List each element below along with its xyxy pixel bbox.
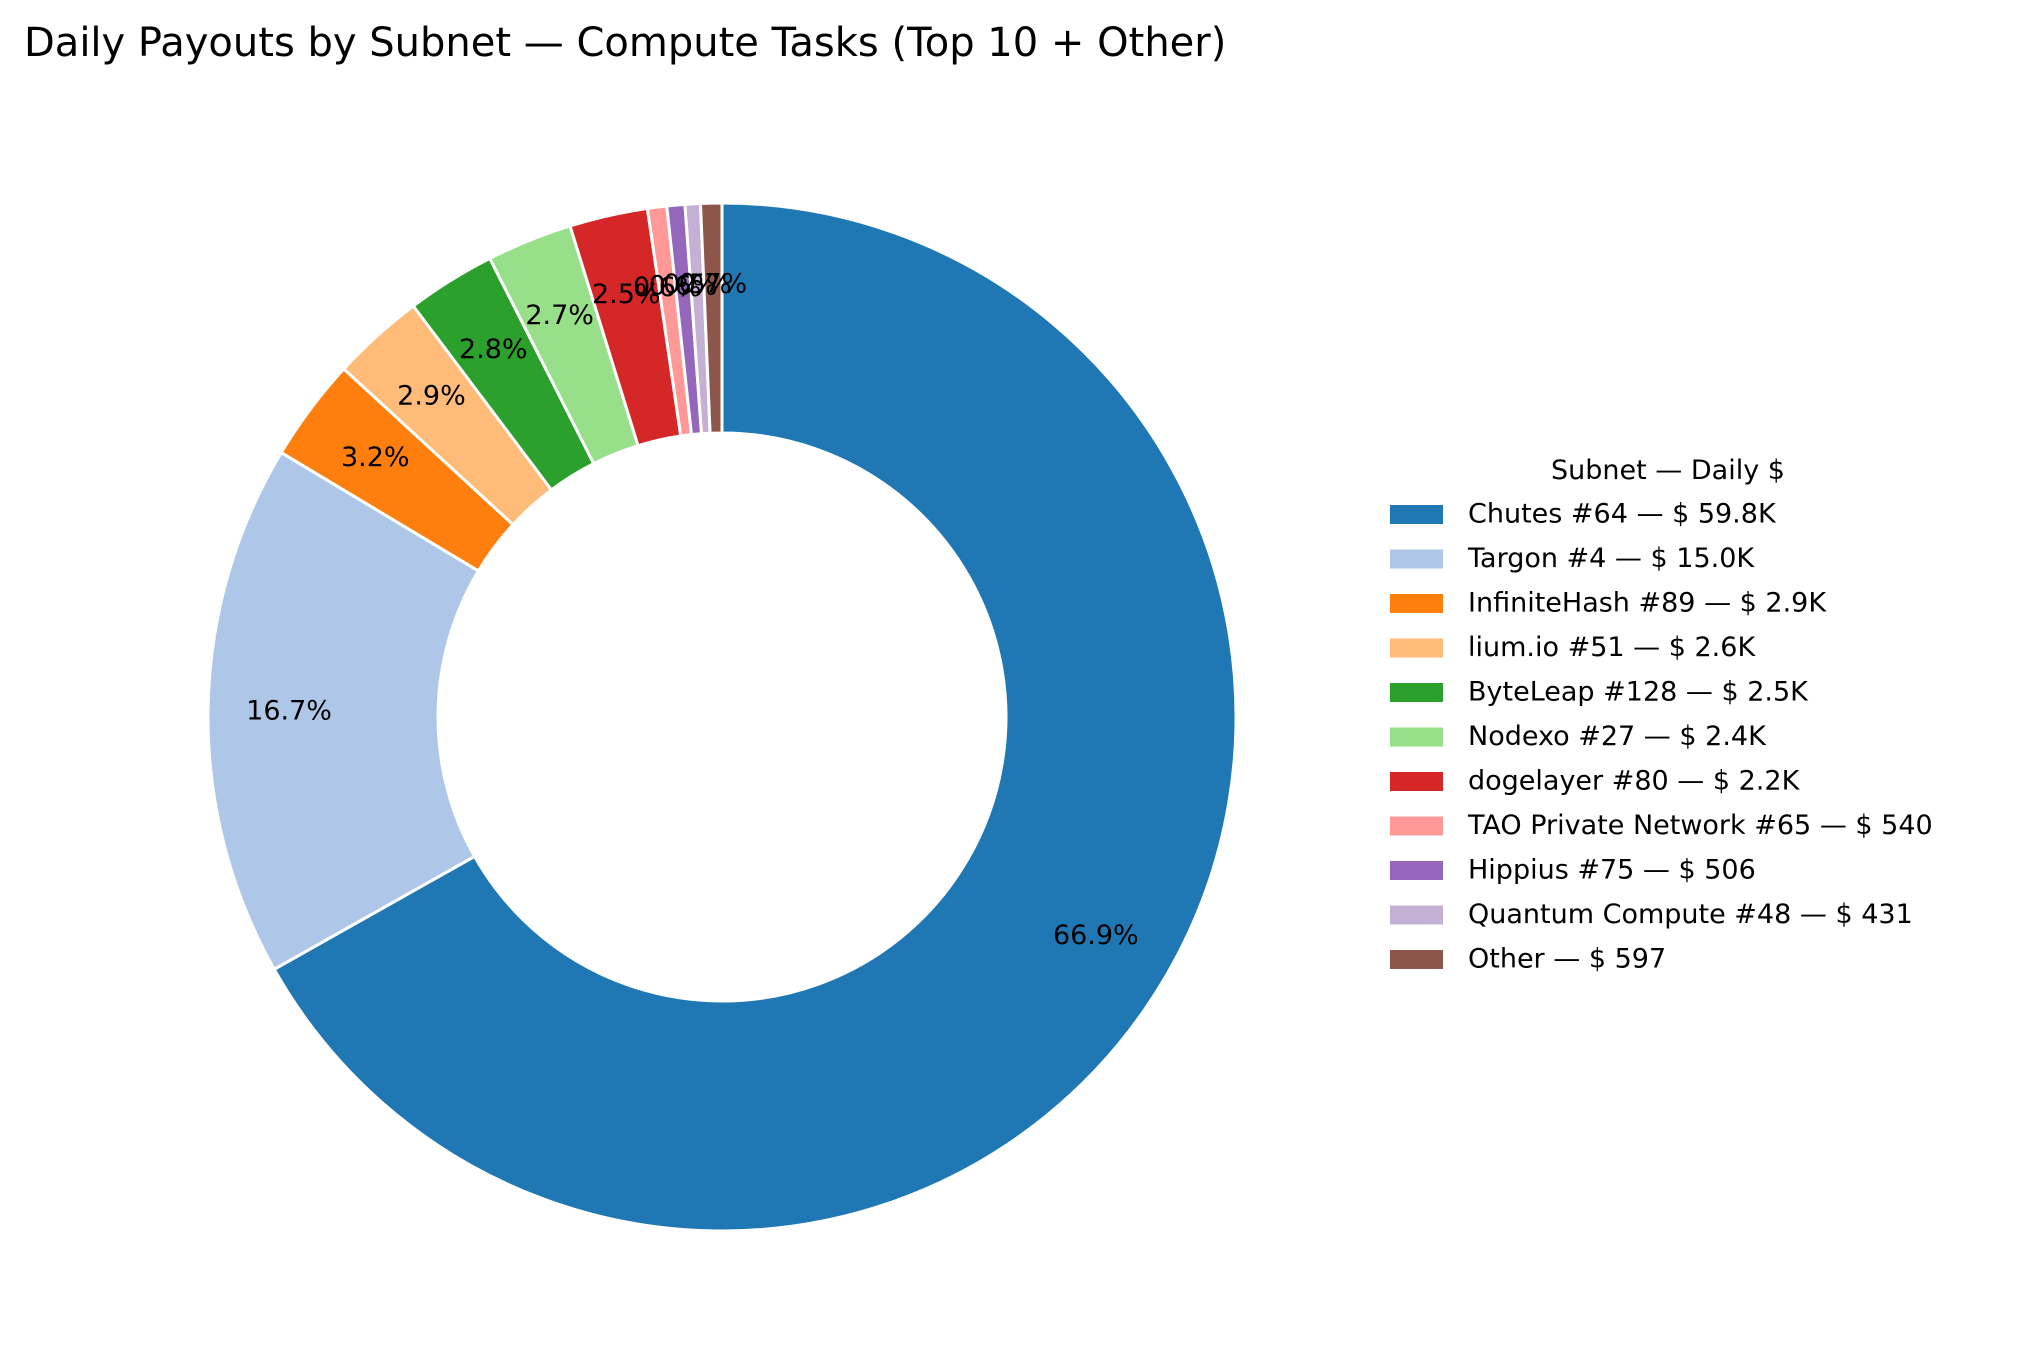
legend-swatch-quantum-compute-48	[1390, 905, 1443, 925]
chart-title: Daily Payouts by Subnet — Compute Tasks …	[24, 20, 1226, 66]
legend-items: Chutes #64 — $ 59.8K Targon #4 — $ 15.0K I…	[1390, 499, 1933, 975]
legend-swatch-chutes-64	[1390, 505, 1443, 524]
legend-label-tao-private-network-65: TAO Private Network #65 — $ 540	[1467, 810, 1933, 841]
legend-label-lium-io-51: lium.io #51 — $ 2.6K	[1468, 632, 1756, 663]
pct-label-lium-io-51: 2.9%	[397, 380, 466, 411]
slice-other	[698, 201, 724, 435]
legend-swatch-byteleap-128	[1390, 683, 1443, 702]
legend-swatch-infinitehash-89	[1390, 594, 1443, 613]
legend-swatch-nodexo-27	[1390, 727, 1443, 747]
pct-label-other: 0.7%	[679, 269, 748, 300]
pct-label-infinitehash-89: 3.2%	[341, 442, 410, 473]
pct-label-chutes-64: 66.9%	[1053, 920, 1139, 951]
legend-swatch-targon-4	[1390, 549, 1443, 569]
legend-swatch-dogelayer-80	[1390, 772, 1443, 791]
pct-label-quantum-compute-48: 0.5%	[663, 269, 732, 300]
pct-label-targon-4: 16.7%	[246, 696, 332, 727]
legend-title: Subnet — Daily $	[1551, 455, 1785, 486]
legend-label-dogelayer-80: dogelayer #80 — $ 2.2K	[1468, 766, 1801, 797]
legend-label-nodexo-27: Nodexo #27 — $ 2.4K	[1468, 721, 1767, 752]
legend-label-other: Other — $ 597	[1468, 944, 1666, 975]
legend-swatch-tao-private-network-65	[1390, 816, 1443, 836]
pct-label-byteleap-128: 2.8%	[459, 334, 528, 365]
legend-label-chutes-64: Chutes #64 — $ 59.8K	[1468, 499, 1777, 530]
legend: Subnet — Daily $ Chutes #64 — $ 59.8K Tar…	[1390, 455, 1933, 975]
legend-swatch-other	[1390, 950, 1443, 969]
pct-label-dogelayer-80: 2.5%	[592, 279, 661, 310]
legend-swatch-hippius-75	[1390, 861, 1443, 880]
legend-label-targon-4: Targon #4 — $ 15.0K	[1467, 543, 1755, 574]
pct-label-nodexo-27: 2.7%	[525, 300, 594, 331]
percent-labels: 66.9% 16.7% 3.2% 2.9% 2.8%2.7%2.5%0.6%0.6%0.…	[246, 269, 1139, 951]
legend-label-byteleap-128: ByteLeap #128 — $ 2.5K	[1468, 677, 1809, 708]
slice-targon-4	[206, 450, 481, 972]
legend-swatch-lium-io-51	[1390, 638, 1443, 658]
legend-label-infinitehash-89: InfiniteHash #89 — $ 2.9K	[1468, 588, 1827, 619]
legend-label-hippius-75: Hippius #75 — $ 506	[1468, 855, 1756, 886]
pct-label-hippius-75: 0.6%	[649, 270, 718, 301]
legend-label-quantum-compute-48: Quantum Compute #48 — $ 431	[1468, 899, 1913, 930]
donut-slices	[206, 201, 1238, 1233]
pct-label-tao-private-network-65: 0.6%	[633, 272, 702, 303]
slice-chutes-64	[272, 201, 1238, 1233]
